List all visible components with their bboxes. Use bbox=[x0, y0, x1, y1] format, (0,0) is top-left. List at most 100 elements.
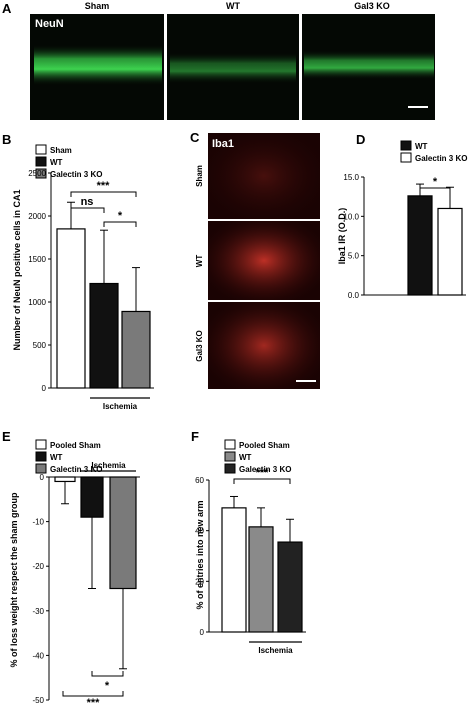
bar-b-0 bbox=[56, 228, 86, 389]
sig-label-f-0: *** bbox=[256, 467, 270, 479]
panel-c-letter: C bbox=[190, 130, 200, 145]
y-tick-label-d-2: 10.0 bbox=[343, 212, 359, 221]
y-tick-label-e-3: -30 bbox=[32, 607, 44, 616]
legend-label-e-2: Galectin 3 KO bbox=[50, 465, 102, 474]
micrograph-neun-ko bbox=[302, 14, 435, 120]
bar-f-1 bbox=[248, 526, 274, 633]
micrograph-neun-wt bbox=[167, 14, 299, 120]
legend-label-d-1: Galectin 3 KO bbox=[415, 154, 467, 163]
panel-a-col-ko: Gal3 KO bbox=[354, 1, 390, 11]
bar-e-1 bbox=[80, 476, 104, 518]
micrograph-neun-sham bbox=[30, 14, 164, 120]
y-tick-label-b-5: 2500 bbox=[28, 169, 46, 178]
panel-letter-f: F bbox=[191, 429, 199, 444]
legend-label-f-0: Pooled Sham bbox=[239, 441, 290, 450]
sig-bracket-e-1 bbox=[62, 691, 124, 697]
legend-swatch-e-0 bbox=[35, 439, 47, 450]
legend-swatch-b-0 bbox=[35, 144, 47, 155]
sig-label-d-0: * bbox=[433, 176, 438, 188]
legend-swatch-b-2 bbox=[35, 168, 47, 179]
y-axis-label-e: % of loss weight respect the sham group bbox=[9, 492, 19, 668]
y-tick-label-f-0: 0 bbox=[200, 628, 205, 637]
group-label-e: Ischemia bbox=[91, 461, 126, 470]
y-tick-label-b-4: 2000 bbox=[28, 212, 46, 221]
y-tick-label-e-5: -50 bbox=[32, 696, 44, 705]
sig-bracket-e-0 bbox=[91, 671, 124, 677]
y-tick-label-d-1: 5.0 bbox=[348, 252, 360, 261]
sig-bracket-f-0 bbox=[233, 478, 291, 484]
bar-e-2 bbox=[109, 476, 137, 590]
panel-a-col-sham: Sham bbox=[85, 1, 110, 11]
panel-c: C Iba1 Sham WT Gal3 KO bbox=[190, 130, 320, 389]
sig-bracket-d-0 bbox=[419, 187, 451, 193]
legend-label-e-1: WT bbox=[50, 453, 63, 462]
y-tick-label-e-0: 0 bbox=[40, 473, 45, 482]
panel-a-stain: NeuN bbox=[35, 18, 64, 30]
legend-swatch-f-2 bbox=[224, 463, 236, 474]
y-tick-label-f-1: 20 bbox=[195, 577, 204, 586]
y-tick-label-e-4: -40 bbox=[32, 651, 44, 660]
legend-swatch-e-1 bbox=[35, 451, 47, 462]
group-label-b: Ischemia bbox=[103, 402, 138, 411]
panel-c-row-wt: WT bbox=[195, 255, 204, 268]
y-tick-label-e-1: -10 bbox=[32, 518, 44, 527]
legend-label-f-1: WT bbox=[239, 453, 252, 462]
bar-d-0 bbox=[407, 195, 433, 296]
bar-e-0 bbox=[54, 476, 76, 483]
legend-swatch-b-1 bbox=[35, 156, 47, 167]
sig-label-b-2: * bbox=[118, 210, 123, 222]
sig-label-b-1: *** bbox=[97, 180, 111, 192]
legend-swatch-d-1 bbox=[400, 152, 412, 163]
y-axis-label-d: Iba1 IR (O.D.) bbox=[337, 208, 347, 265]
y-tick-label-b-3: 1500 bbox=[28, 255, 46, 264]
panel-letter-e: E bbox=[2, 429, 11, 444]
y-tick-label-d-3: 15.0 bbox=[343, 173, 359, 182]
panel-letter-b: B bbox=[2, 132, 11, 147]
legend-label-f-2: Galectin 3 KO bbox=[239, 465, 291, 474]
micrograph-iba1-ko bbox=[208, 302, 320, 389]
panel-c-row-ko: Gal3 KO bbox=[195, 330, 204, 362]
bar-f-0 bbox=[221, 507, 247, 633]
legend-label-b-2: Galectin 3 KO bbox=[50, 170, 102, 179]
panel-a-letter: A bbox=[2, 1, 12, 16]
y-tick-label-f-2: 40 bbox=[195, 527, 204, 536]
legend-swatch-d-0 bbox=[400, 140, 412, 151]
scale-bar bbox=[408, 106, 428, 108]
bar-b-1 bbox=[89, 282, 119, 389]
y-tick-label-f-3: 60 bbox=[195, 476, 204, 485]
bar-f-2 bbox=[277, 541, 303, 633]
y-axis-label-f: % of entries into new arm bbox=[195, 500, 205, 609]
bar-b-2 bbox=[121, 310, 151, 389]
y-tick-label-e-2: -20 bbox=[32, 562, 44, 571]
panel-c-stain: Iba1 bbox=[212, 138, 234, 150]
sig-bracket-b-0 bbox=[70, 207, 105, 213]
group-label-f: Ischemia bbox=[258, 646, 293, 655]
legend-swatch-e-2 bbox=[35, 463, 47, 474]
y-tick-label-b-2: 1000 bbox=[28, 298, 46, 307]
legend-label-e-0: Pooled Sham bbox=[50, 441, 101, 450]
y-tick-label-b-0: 0 bbox=[42, 384, 47, 393]
y-axis-label-b: Number of NeuN positive cells in CA1 bbox=[12, 189, 22, 350]
sig-label-b-0: ns bbox=[81, 196, 94, 208]
sig-bracket-b-2 bbox=[103, 221, 137, 227]
sig-label-e-0: * bbox=[105, 680, 110, 692]
micrograph-iba1-sham bbox=[208, 133, 320, 219]
scale-bar-c bbox=[296, 380, 316, 382]
sig-bracket-b-1 bbox=[70, 191, 137, 197]
legend-label-b-0: Sham bbox=[50, 146, 72, 155]
panel-letter-d: D bbox=[356, 132, 365, 147]
panel-a: A Sham WT Gal3 KO NeuN bbox=[2, 1, 435, 120]
panel-c-row-sham: Sham bbox=[195, 165, 204, 187]
legend-label-b-1: WT bbox=[50, 158, 63, 167]
micrograph-iba1-wt bbox=[208, 221, 320, 300]
bar-d-1 bbox=[437, 207, 463, 296]
legend-swatch-f-0 bbox=[224, 439, 236, 450]
legend-label-d-0: WT bbox=[415, 142, 428, 151]
y-tick-label-b-1: 500 bbox=[33, 341, 47, 350]
legend-swatch-f-1 bbox=[224, 451, 236, 462]
panel-a-col-wt: WT bbox=[226, 1, 240, 11]
y-tick-label-d-0: 0.0 bbox=[348, 291, 360, 300]
sig-label-e-1: *** bbox=[87, 697, 101, 707]
